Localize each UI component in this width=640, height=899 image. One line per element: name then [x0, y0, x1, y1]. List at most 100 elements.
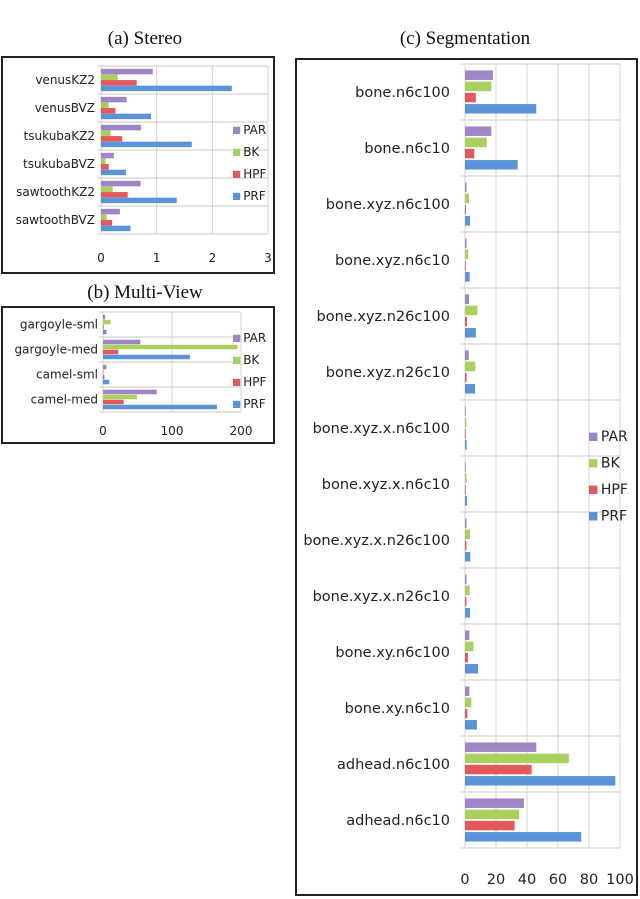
bar-bk — [101, 186, 113, 192]
bar-prf — [101, 85, 232, 92]
legend-swatch-hpf — [589, 485, 598, 494]
bar-prf — [465, 160, 518, 170]
legend-swatch-prf — [233, 192, 241, 200]
bar-hpf — [465, 708, 468, 719]
bar-bk — [465, 193, 470, 204]
category-label: venusBVZ — [35, 101, 95, 115]
legend-label: HPF — [243, 167, 266, 181]
bar-hpf — [101, 80, 137, 86]
bar-prf — [465, 496, 468, 506]
legend-swatch-bk — [589, 459, 598, 468]
category-label: bone.n6c100 — [355, 85, 450, 101]
bar-bk — [465, 417, 467, 428]
bar-prf — [103, 354, 190, 360]
legend-label: PRF — [243, 397, 266, 411]
legend-swatch-hpf — [233, 378, 241, 386]
bar-prf — [101, 169, 127, 176]
category-label: tsukubaKZ2 — [24, 129, 95, 143]
category-label: bone.xy.n6c100 — [335, 645, 450, 661]
bar-hpf — [465, 596, 467, 607]
legend-label: BK — [243, 145, 260, 159]
category-label: gargoyle-med — [15, 343, 99, 357]
category-label: bone.xyz.n6c100 — [326, 197, 450, 213]
category-label: camel-med — [31, 393, 98, 407]
bar-bk — [465, 753, 569, 764]
bar-bk — [465, 529, 470, 540]
category-label: bone.xyz.x.n6c100 — [313, 421, 450, 437]
bar-par — [465, 518, 467, 528]
bar-bk — [465, 361, 476, 372]
bar-par — [101, 180, 141, 187]
legend-swatch-par — [233, 334, 241, 342]
bar-par — [465, 182, 467, 192]
bar-hpf — [465, 652, 468, 663]
bar-prf — [465, 272, 470, 282]
bar-prf — [465, 608, 470, 618]
legend-label: PRF — [243, 189, 266, 203]
bar-bk — [465, 249, 469, 260]
bar-par — [103, 314, 106, 320]
x-tick-label: 200 — [230, 424, 253, 438]
bar-par — [465, 798, 524, 808]
bar-hpf — [465, 316, 468, 327]
legend-swatch-bk — [233, 148, 241, 156]
bar-prf — [103, 404, 217, 410]
bar-par — [465, 630, 470, 640]
bar-prf — [101, 225, 131, 232]
bar-bk — [103, 394, 137, 400]
bar-par — [103, 364, 107, 370]
chart-2: 0 20 40 60 80 100 bone.n6c100 bone.n6c10 bone.xy… — [303, 63, 634, 888]
x-tick-label: 2 — [209, 251, 217, 265]
bar-prf — [465, 104, 537, 114]
category-label: bone.xyz.n6c10 — [335, 253, 450, 269]
chart-1: 0 100 200 gargoyle-sml gargoyle-med camel-sml… — [15, 311, 266, 438]
bar-prf — [465, 832, 582, 842]
legend-swatch-par — [589, 432, 598, 441]
segmentation-title: (c) Segmentation — [399, 28, 531, 49]
bar-prf — [101, 197, 177, 204]
bar-bk — [101, 130, 111, 136]
bar-bk — [101, 74, 118, 80]
bar-bk — [465, 137, 487, 148]
bar-par — [465, 574, 467, 584]
bar-bk — [103, 319, 111, 325]
legend-swatch-prf — [233, 400, 241, 408]
multiview-chart-panel — [1, 306, 275, 444]
bar-prf — [103, 329, 107, 335]
bar-bk — [101, 214, 107, 220]
category-label: bone.xyz.n26c10 — [326, 365, 450, 381]
bar-hpf — [465, 260, 466, 271]
bar-par — [103, 389, 157, 395]
bar-bk — [103, 369, 104, 375]
category-label: bone.xyz.n26c100 — [317, 309, 450, 325]
x-tick-label: 80 — [580, 872, 598, 888]
x-tick-label: 40 — [518, 872, 536, 888]
bar-hpf — [465, 428, 466, 439]
legend-label: PAR — [601, 429, 628, 445]
bar-par — [101, 68, 153, 75]
bar-par — [465, 126, 492, 136]
bar-bk — [465, 641, 474, 652]
legend-swatch-prf — [589, 512, 598, 521]
bar-bk — [101, 102, 109, 108]
bar-hpf — [465, 764, 532, 775]
bar-hpf — [465, 92, 476, 103]
bar-prf — [465, 776, 616, 786]
bar-par — [101, 208, 120, 215]
bar-prf — [103, 379, 110, 385]
category-label: tsukubaBVZ — [23, 157, 95, 171]
bar-par — [465, 238, 467, 248]
bar-prf — [465, 328, 476, 338]
category-label: gargoyle-sml — [20, 318, 98, 332]
bar-par — [101, 152, 114, 159]
bar-hpf — [101, 136, 123, 142]
bar-bk — [465, 473, 467, 484]
x-tick-label: 20 — [487, 872, 505, 888]
bar-bk — [465, 305, 478, 316]
bar-bk — [465, 809, 520, 820]
bar-prf — [465, 552, 471, 562]
bar-hpf — [465, 148, 475, 159]
bar-hpf — [101, 192, 128, 198]
x-tick-label: 60 — [549, 872, 567, 888]
